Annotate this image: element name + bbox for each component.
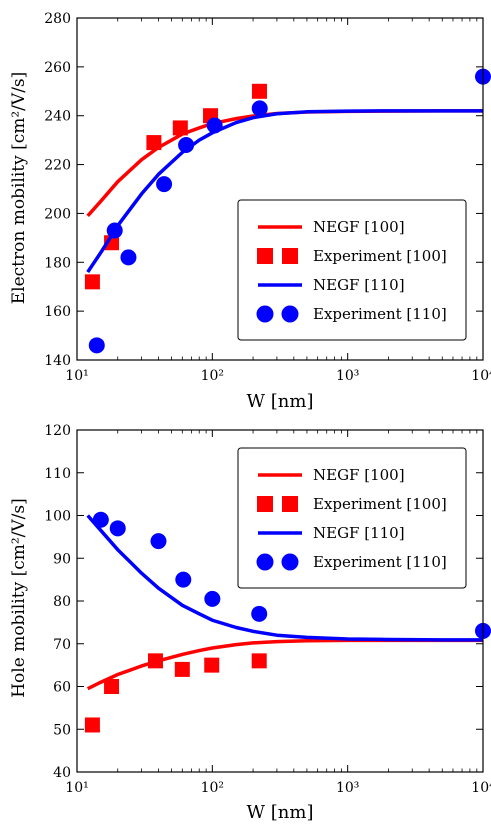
chart2-xtick-label: 10² [201, 780, 224, 796]
chart2-series-2-square-marker [147, 653, 163, 669]
chart2-legend-entry-1-label: NEGF [100] [313, 466, 405, 484]
chart1-series-2-square-marker [146, 135, 162, 151]
chart2-plot-area: 40 50 60 70 80 90 100 110 120 10¹ 10² 10³ 10⁴ NEGF [1… [44, 423, 491, 796]
chart2-ytick-label: 40 [53, 765, 71, 781]
chart2-series-2-square-marker [174, 661, 190, 677]
chart1-xtick-label: 10⁴ [471, 368, 491, 384]
chart1-legend-entry-3-label: NEGF [110] [313, 276, 405, 294]
chart1-series-4-circle-marker [206, 117, 223, 134]
chart2-ytick-label: 50 [53, 722, 71, 738]
chart2-series-2-square-marker [104, 679, 120, 694]
chart2-legend-entry-3-label: NEGF [110] [313, 524, 405, 542]
chart2-series-4-circle-marker [150, 533, 167, 550]
chart1-ytick-label: 220 [44, 158, 71, 174]
chart1-ylabel: Electron mobility [cm²/V/s] [9, 72, 29, 305]
chart1-ytick-label: 260 [44, 60, 71, 76]
chart2-xlabel: W [nm] [247, 802, 314, 823]
chart2-legend-entry-4-circle-swatch [256, 553, 274, 571]
chart2-ytick-label: 80 [53, 594, 71, 610]
chart2-xtick-label: 10³ [336, 780, 359, 796]
chart1-series-4-circle-marker [251, 100, 268, 117]
chart2-series-4-circle-marker [251, 605, 268, 622]
chart2-series-4-circle-marker [92, 511, 109, 528]
chart2-series-2-square-marker [84, 717, 100, 733]
chart2-series-3-line [86, 514, 483, 642]
chart2-ytick-label: 60 [53, 680, 71, 696]
chart2-series-1-line [86, 638, 483, 691]
chart2-axes-frame [76, 429, 484, 773]
chart1-legend-entry-2-label: Experiment [100] [313, 247, 447, 265]
chart1-xtick-label: 10² [201, 368, 224, 384]
chart1-ytick-label: 160 [44, 304, 71, 320]
chart2-legend-entry-2-square-swatch [257, 496, 273, 512]
chart2-legend: NEGF [100] Experiment [100] NEGF [110] Expe… [237, 447, 467, 589]
chart1-xtick-label: 10¹ [65, 368, 88, 384]
chart2-legend-entry-2-label: Experiment [100] [313, 495, 447, 513]
chart1-series-2-square-marker [84, 274, 100, 290]
chart1-legend: NEGF [100] Experiment [100] NEGF [110] Expe… [237, 199, 467, 341]
chart1-series-4-circle-marker [120, 249, 137, 266]
chart1-series-4-circle-marker [88, 337, 105, 354]
chart2-xtick-label: 10¹ [65, 780, 88, 796]
chart1-legend-entry-4-circle-swatch [256, 305, 274, 323]
chart1-ytick-label: 240 [44, 109, 71, 125]
chart2-legend-box [237, 447, 467, 589]
chart1-legend-entry-4-label: Experiment [110] [313, 305, 447, 323]
chart2-ytick-label: 100 [44, 509, 71, 525]
chart2-xtick-label: 10⁴ [471, 780, 491, 796]
chart2-series-4-circle-marker [175, 571, 192, 588]
chart2-series-2-square-marker [251, 653, 267, 669]
chart1-axes-frame [76, 17, 484, 361]
chart-hole-mobility: Hole mobility [cm²/V/s] W [nm] 40 50 60 70 8… [9, 423, 491, 823]
chart2-ytick-label: 120 [44, 423, 71, 439]
chart1-series-2-square-marker [172, 120, 188, 136]
chart2-ytick-label: 90 [53, 551, 71, 567]
chart2-legend-entry-2-square-swatch [282, 496, 298, 512]
chart2-legend-entry-4-circle-swatch [281, 553, 299, 571]
chart1-legend-entry-4-circle-swatch [281, 305, 299, 323]
chart1-series-4-circle-marker [178, 137, 195, 154]
chart2-series-2-square-marker [204, 657, 220, 673]
chart2-legend-entry-4-label: Experiment [110] [313, 553, 447, 571]
chart1-legend-box [237, 199, 467, 341]
chart1-ytick-label: 180 [44, 255, 71, 271]
chart1-xlabel: W [nm] [247, 391, 314, 412]
chart1-legend-entry-1-label: NEGF [100] [313, 218, 405, 236]
chart1-series-4-circle-marker [106, 222, 123, 239]
chart2-ytick-label: 110 [44, 466, 71, 482]
chart-electron-mobility: Electron mobility [cm²/V/s] W [nm] 140 16… [9, 11, 491, 412]
chart1-plot-area: 140 160 180 200 220 240 260 280 10¹ 10² 10³ 10⁴ NEGF… [44, 11, 491, 384]
chart1-legend-entry-2-square-swatch [282, 248, 298, 264]
chart2-ytick-label: 70 [53, 637, 71, 653]
chart1-legend-entry-2-square-swatch [257, 248, 273, 264]
chart1-ytick-label: 140 [44, 353, 71, 369]
chart1-series-2-square-marker [251, 83, 267, 99]
chart1-xtick-label: 10³ [336, 368, 359, 384]
chart1-ytick-label: 280 [44, 11, 71, 27]
chart1-series-4-circle-marker [156, 176, 173, 193]
chart1-ytick-label: 200 [44, 206, 71, 222]
chart1-series-3-line [86, 109, 483, 274]
chart2-series-4-circle-marker [204, 590, 221, 607]
chart2-ylabel: Hole mobility [cm²/V/s] [9, 498, 29, 698]
chart2-series-4-circle-marker [109, 520, 126, 537]
